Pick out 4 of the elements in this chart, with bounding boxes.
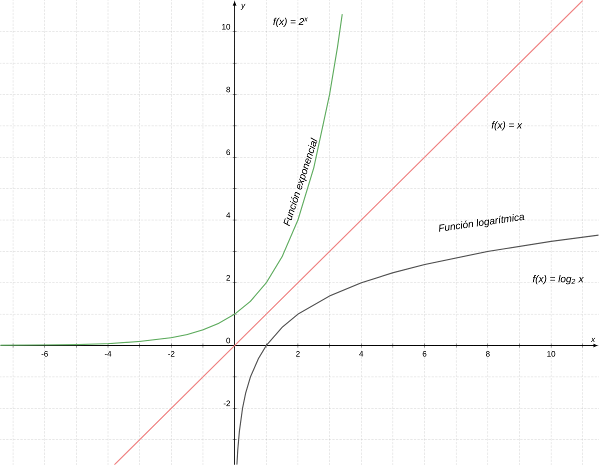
annotation: Función logarítmica xyxy=(439,214,524,232)
annotation: f(x) = 2$^{x}$ xyxy=(273,18,308,27)
annotation: f(x) = x xyxy=(492,121,522,130)
annotation: f(x) = log$_{2}$ x xyxy=(532,274,584,284)
